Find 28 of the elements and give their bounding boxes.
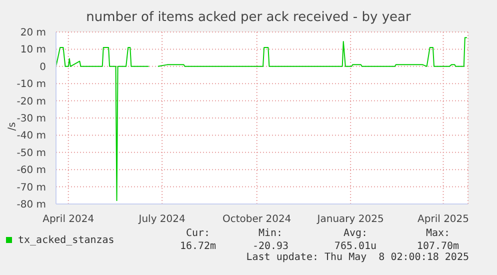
- y-tick-label: -60 m: [16, 165, 46, 176]
- y-tick-label: -70 m: [16, 182, 46, 194]
- y-tick-label: 20 m: [20, 28, 46, 38]
- y-tick-label: 10 m: [20, 44, 46, 56]
- y-tick-label: -10 m: [16, 79, 46, 90]
- y-tick-label: -30 m: [16, 114, 46, 124]
- x-tick-label: April 2024: [42, 214, 94, 225]
- y-tick-label: -80 m: [16, 200, 46, 210]
- text: Avg:: [342, 228, 369, 239]
- text: 16.72m: [178, 241, 218, 252]
- text: 765.01u: [333, 241, 378, 252]
- x-tick-label: April 2025: [418, 214, 470, 225]
- text: 107.70m: [416, 241, 460, 252]
- y-tick-label: -20 m: [16, 96, 46, 108]
- y-tick-label: 0: [40, 62, 46, 73]
- y-tick-label: -50 m: [16, 148, 46, 159]
- text: Last update: Thu May 8 02:00:18 2025: [245, 252, 469, 263]
- chart-title: number of items acked per ack received - by year: [85, 9, 412, 26]
- x-tick-label: July 2024: [138, 214, 186, 225]
- text: -20.93: [251, 241, 290, 252]
- x-tick-label: October 2024: [222, 214, 292, 225]
- legend-label: tx_acked_stanzas: [18, 234, 116, 246]
- text: Min:: [257, 228, 284, 239]
- text: Cur:: [184, 228, 212, 239]
- y-axis-title: /s: [6, 122, 18, 131]
- x-tick-label: January 2025: [316, 214, 384, 225]
- y-tick-label: -40 m: [16, 130, 46, 142]
- text: Max:: [424, 228, 452, 239]
